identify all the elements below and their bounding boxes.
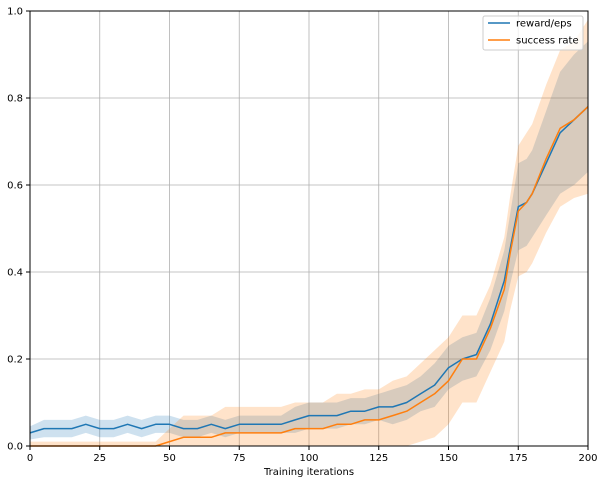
- x-tick-label: 50: [163, 453, 176, 464]
- series-band-1: [30, 19, 588, 446]
- x-tick-label: 200: [578, 453, 597, 464]
- x-axis-label: Training iterations: [263, 467, 354, 478]
- y-tick-label: 0.0: [7, 442, 23, 453]
- y-tick-label: 0.2: [7, 355, 23, 366]
- x-tick-label: 100: [299, 453, 318, 464]
- series-line-0: [29, 106, 589, 434]
- y-tick-label: 0.6: [7, 181, 23, 192]
- confidence-bands: [30, 19, 588, 446]
- x-tick-label: 75: [233, 453, 246, 464]
- x-axis: 0 25 50 75 100 125 150 175 200: [27, 446, 598, 464]
- x-tick-label: 150: [439, 453, 458, 464]
- legend-box: [482, 15, 584, 51]
- x-tick-label: 175: [509, 453, 528, 464]
- x-tick-label: 25: [93, 453, 106, 464]
- y-axis: 0.0 0.2 0.4 0.6 0.8 1.0: [7, 7, 30, 453]
- legend: reward/eps success rate: [482, 15, 584, 51]
- y-tick-label: 0.4: [7, 268, 23, 279]
- y-tick-label: 0.8: [7, 94, 23, 105]
- y-tick-label: 1.0: [7, 7, 23, 18]
- x-tick-label: 0: [27, 453, 33, 464]
- legend-label-0: reward/eps: [516, 19, 572, 30]
- x-tick-label: 125: [369, 453, 388, 464]
- legend-label-1: success rate: [516, 36, 579, 47]
